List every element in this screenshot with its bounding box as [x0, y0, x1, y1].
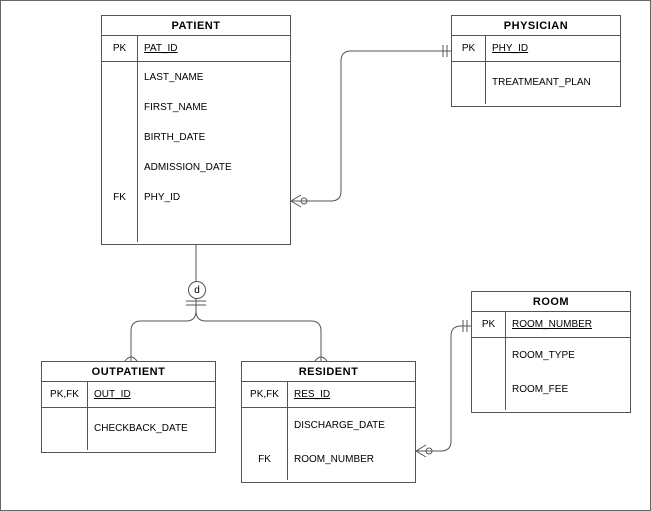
entity-title: RESIDENT	[242, 362, 415, 382]
key-cell: FK	[102, 182, 137, 212]
entity-title: OUTPATIENT	[42, 362, 215, 382]
attr-cell: PHY_ID	[138, 182, 290, 212]
inheritance-to-resident	[196, 311, 321, 361]
er-diagram-canvas: d PATIENTPKFKPAT_IDLAST_NAMEFIRST_NAMEBI…	[0, 0, 651, 511]
attr-cell: OUT_ID	[88, 382, 215, 408]
crowfoot-resident	[416, 445, 432, 457]
attr-cell: PHY_ID	[486, 36, 620, 62]
attr-cell: FIRST_NAME	[138, 92, 290, 122]
key-cell: PK	[472, 312, 505, 338]
key-cell: PK,FK	[242, 382, 287, 408]
key-cell	[102, 92, 137, 122]
edge-patient-physician	[291, 51, 451, 201]
attr-cell: LAST_NAME	[138, 62, 290, 92]
key-cell: PK	[452, 36, 485, 62]
key-cell	[242, 408, 287, 442]
entity-outpatient: OUTPATIENTPK,FKOUT_IDCHECKBACK_DATE	[41, 361, 216, 453]
attr-cell: RES_ID	[288, 382, 415, 408]
attr-cell: ROOM_FEE	[506, 372, 630, 406]
key-cell	[472, 372, 505, 406]
attr-cell: ADMISSION_DATE	[138, 152, 290, 182]
key-cell: FK	[242, 442, 287, 476]
inheritance-to-outpatient	[131, 311, 196, 361]
attr-cell: PAT_ID	[138, 36, 290, 62]
attr-cell: BIRTH_DATE	[138, 122, 290, 152]
entity-patient: PATIENTPK FK PAT_IDLAST_NAMEFIRST_NAMEBIRT…	[101, 15, 291, 245]
entity-physician: PHYSICIANPKPHY_IDTREATMEANT_PLAN	[451, 15, 621, 107]
entity-title: ROOM	[472, 292, 630, 312]
attr-cell: CHECKBACK_DATE	[88, 408, 215, 448]
key-cell	[452, 62, 485, 102]
key-cell: PK	[102, 36, 137, 62]
entity-resident: RESIDENTPK,FK FK RES_IDDISCHARGE_DATEROOM_…	[241, 361, 416, 483]
attr-cell: ROOM_NUMBER	[288, 442, 415, 476]
bars-physician	[443, 45, 447, 57]
attr-cell: ROOM_TYPE	[506, 338, 630, 372]
key-cell	[102, 62, 137, 92]
entity-title: PATIENT	[102, 16, 290, 36]
inheritance-stem-bars	[186, 301, 206, 305]
attr-cell: TREATMEANT_PLAN	[486, 62, 620, 102]
key-cell: PK,FK	[42, 382, 87, 408]
crowfoot-patient	[291, 195, 307, 207]
edge-resident-room	[416, 326, 471, 451]
key-cell	[472, 338, 505, 372]
attr-cell: DISCHARGE_DATE	[288, 408, 415, 442]
inheritance-d-symbol: d	[188, 281, 206, 299]
key-cell	[102, 152, 137, 182]
entity-title: PHYSICIAN	[452, 16, 620, 36]
key-cell	[42, 408, 87, 448]
entity-room: ROOMPKROOM_NUMBERROOM_TYPEROOM_FEE	[471, 291, 631, 413]
key-cell	[102, 122, 137, 152]
bars-room	[463, 320, 467, 332]
attr-cell: ROOM_NUMBER	[506, 312, 630, 338]
